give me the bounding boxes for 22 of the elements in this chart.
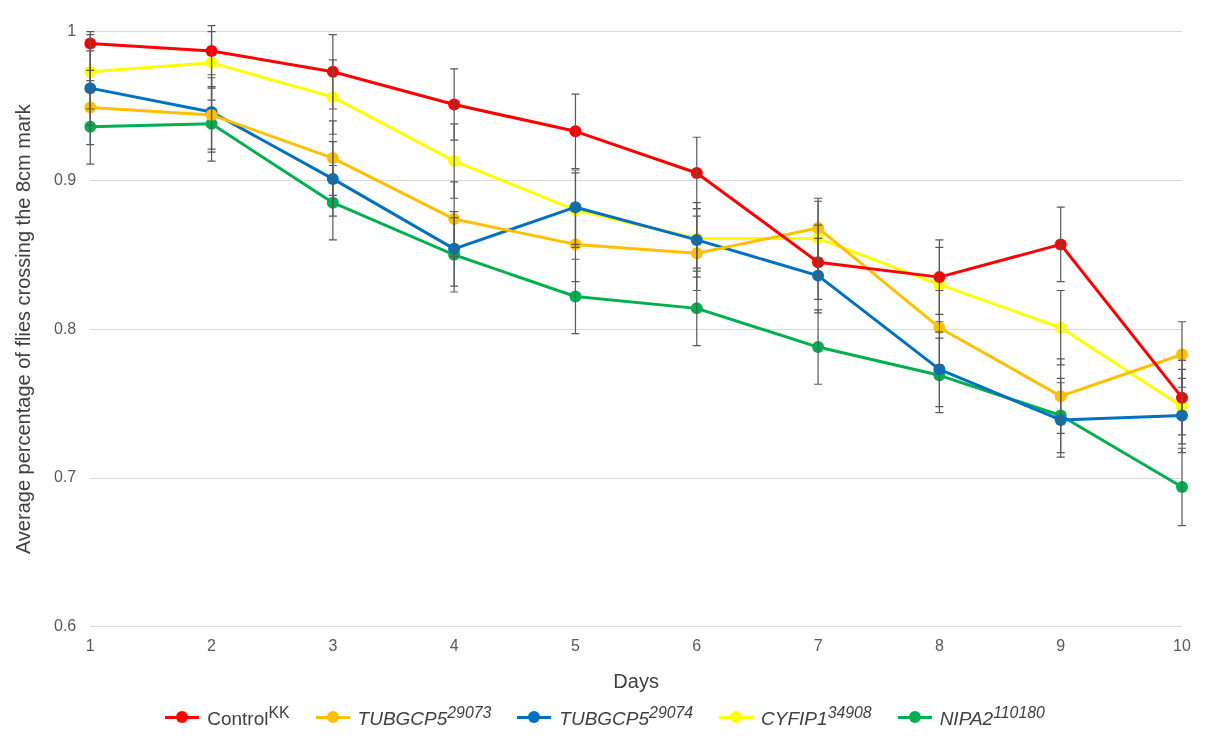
x-tick-label: 3 — [328, 636, 338, 654]
x-tick-label: 1 — [85, 636, 95, 654]
x-tick-label: 2 — [207, 636, 217, 654]
x-tick-label: 6 — [692, 636, 702, 654]
y-tick-label: 0.8 — [53, 319, 77, 337]
legend-label: TUBGCP5$^{29074}$ — [559, 704, 694, 731]
x-tick-label: 4 — [449, 636, 459, 654]
y-tick-label: 0.9 — [53, 170, 77, 188]
legend-label: NIPA2$^{110180}$ — [939, 704, 1045, 731]
y-tick-label: 0.7 — [53, 468, 77, 486]
x-tick-label: 5 — [571, 636, 581, 654]
legend-label: CYFIP1$^{34908}$ — [761, 704, 872, 731]
legend-label: Control$^{KK}$ — [207, 704, 290, 731]
y-axis-title: Average percentage of flies crossing the 8cm mark — [11, 103, 34, 555]
x-tick-label: 9 — [1056, 636, 1066, 654]
x-axis-title: Days — [613, 669, 659, 692]
y-tick-label: 1 — [67, 22, 77, 40]
y-tick-label: 0.6 — [53, 617, 77, 635]
x-tick-label: 7 — [813, 636, 823, 654]
legend-label: TUBGCP5$^{29073}$ — [357, 704, 492, 731]
x-tick-label: 10 — [1173, 636, 1191, 654]
x-tick-label: 8 — [934, 636, 944, 654]
